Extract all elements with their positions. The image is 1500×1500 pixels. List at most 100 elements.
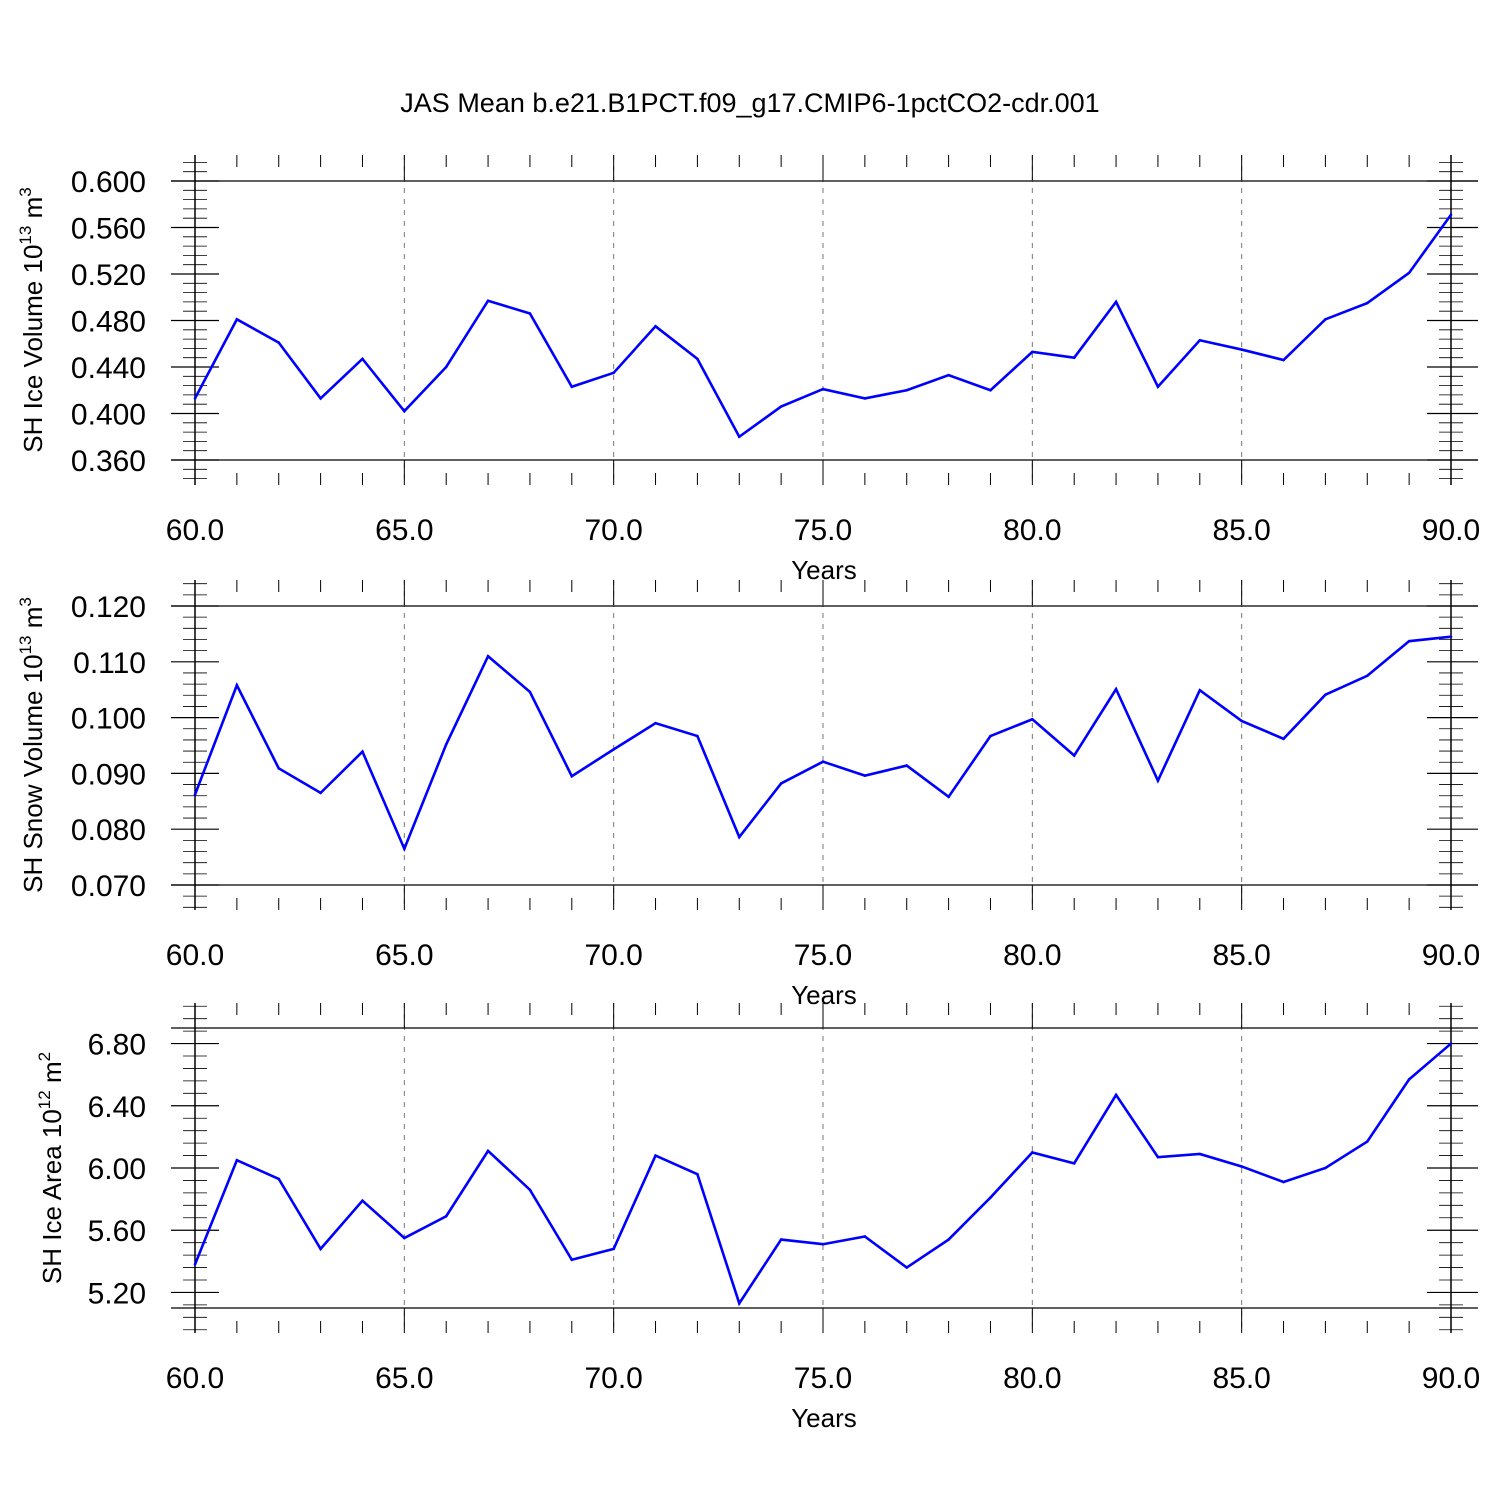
data-point [696, 357, 699, 361]
x-axis-label: Years [791, 1403, 857, 1433]
data-point [821, 1242, 825, 1246]
data-point [737, 1302, 741, 1305]
y-tick-label: 5.60 [88, 1215, 146, 1248]
data-point [1365, 674, 1369, 678]
data-point [1072, 1162, 1076, 1165]
data-point [696, 1172, 699, 1176]
data-point [1198, 688, 1202, 692]
y-tick-label: 0.360 [71, 445, 146, 478]
data-point [235, 683, 239, 687]
data-point [905, 764, 909, 767]
data-point [696, 734, 699, 738]
data-point [654, 721, 657, 725]
data-point [863, 774, 867, 777]
data-point [528, 690, 532, 694]
data-point [1240, 348, 1243, 351]
data-point [486, 299, 490, 303]
page-title: JAS Mean b.e21.B1PCT.f09_g17.CMIP6-1pctC… [400, 88, 1100, 118]
data-point [779, 405, 783, 408]
data-point [1031, 1151, 1034, 1154]
data-point [193, 1263, 197, 1266]
data-point [1282, 737, 1285, 741]
data-point [737, 435, 741, 439]
data-point [1324, 1166, 1327, 1170]
x-axis-label: Years [791, 555, 857, 585]
data-point [1156, 1155, 1160, 1159]
y-tick-label: 6.00 [88, 1153, 146, 1186]
y-tick-label: 0.400 [71, 399, 146, 432]
data-point [654, 1154, 657, 1157]
data-point [528, 1188, 532, 1192]
data-point [193, 793, 197, 796]
data-point [277, 1177, 281, 1181]
y-axis-label: SH Ice Volume 1013 m3 [16, 187, 48, 452]
data-point [486, 654, 490, 658]
data-point [361, 357, 364, 361]
y-tick-label: 0.520 [71, 259, 146, 292]
data-point [654, 325, 657, 328]
y-axis-label: SH Snow Volume 1013 m3 [16, 597, 48, 893]
data-point [1407, 271, 1411, 275]
data-point [361, 1199, 364, 1202]
x-tick-label: 60.0 [166, 939, 224, 972]
x-tick-label: 60.0 [166, 514, 224, 547]
data-point [570, 1258, 574, 1262]
data-point [403, 847, 406, 851]
data-point [1365, 301, 1369, 305]
data-point [863, 397, 867, 400]
x-tick-label: 75.0 [794, 1362, 852, 1395]
x-tick-label: 65.0 [375, 1362, 433, 1395]
x-axis-label: Years [791, 980, 857, 1010]
y-tick-label: 6.40 [88, 1091, 146, 1124]
y-tick-label: 0.100 [71, 703, 146, 736]
x-tick-label: 85.0 [1212, 939, 1270, 972]
data-point [403, 409, 406, 413]
x-tick-label: 90.0 [1422, 939, 1480, 972]
data-point [1407, 1078, 1411, 1081]
data-point [1240, 1165, 1243, 1168]
data-point [528, 312, 532, 315]
data-point [1407, 639, 1411, 643]
data-point [193, 397, 197, 400]
y-tick-label: 0.600 [71, 166, 146, 199]
data-point [1072, 754, 1076, 757]
data-point [403, 1236, 406, 1240]
y-tick-label: 0.110 [73, 647, 146, 680]
data-point [612, 371, 615, 375]
data-point [989, 1196, 992, 1199]
data-point [486, 1149, 490, 1153]
y-tick-label: 0.080 [71, 814, 146, 847]
data-point [1282, 358, 1285, 362]
data-point [1449, 213, 1453, 217]
x-tick-label: 65.0 [375, 939, 433, 972]
series-line [193, 213, 1453, 439]
data-point [1114, 687, 1118, 691]
data-point [235, 318, 239, 321]
chart-panel-2: 0.070 0.080 0.090 0.100 0.110 0.120 60.0 65.0 70… [16, 580, 1480, 1010]
data-point [737, 835, 741, 839]
data-point [1031, 350, 1034, 354]
data-point [1240, 719, 1243, 723]
data-point [821, 387, 825, 391]
data-point [444, 365, 448, 369]
x-tick-label: 80.0 [1003, 514, 1061, 547]
x-tick-label: 75.0 [794, 514, 852, 547]
y-tick-label: 0.480 [71, 306, 146, 339]
data-point [1031, 717, 1034, 721]
x-tick-label: 70.0 [584, 939, 642, 972]
data-point [1324, 693, 1327, 697]
data-point [570, 385, 574, 389]
x-tick-label: 85.0 [1212, 514, 1270, 547]
data-point [1198, 1152, 1202, 1156]
y-tick-label: 0.070 [71, 870, 146, 903]
y-tick-label: 0.120 [71, 591, 146, 624]
data-point [989, 734, 992, 738]
x-tick-label: 70.0 [584, 1362, 642, 1395]
chart-panel-3: 5.20 5.60 6.00 6.40 6.80 60.0 65.0 70.0 75.0 80.0… [35, 1003, 1480, 1433]
data-point [905, 388, 909, 392]
data-point [277, 341, 281, 344]
data-point [863, 1235, 867, 1238]
y-tick-label: 0.440 [71, 352, 146, 385]
data-point [1114, 1093, 1118, 1097]
